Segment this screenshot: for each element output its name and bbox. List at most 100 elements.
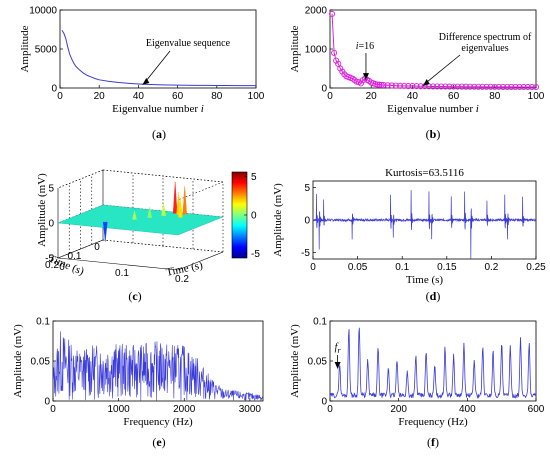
- series-line: [53, 331, 263, 401]
- series-marker: [528, 83, 535, 91]
- y-tick-label: 0.2: [45, 260, 59, 271]
- series-marker: [341, 71, 348, 78]
- y-axis-label: Amplitude: [19, 25, 31, 72]
- x-tick-label: 0: [327, 404, 333, 415]
- series-marker: [491, 83, 498, 90]
- panel-label-letter: d: [430, 289, 437, 303]
- surface-spike: [182, 186, 187, 215]
- surface-spike: [103, 221, 108, 242]
- series-line: [330, 327, 536, 400]
- colorbar-tick-label: -5: [251, 249, 260, 260]
- annotation-text: fr: [335, 342, 342, 355]
- x-tick-label: 100: [248, 91, 265, 102]
- grid-line: [57, 169, 104, 189]
- series-marker: [329, 10, 336, 17]
- panel-label-letter: b: [430, 127, 437, 141]
- series-marker: [378, 81, 385, 88]
- series-marker: [359, 77, 367, 84]
- x-tick-label: 20: [94, 91, 106, 102]
- series-marker: [384, 82, 391, 89]
- series-marker: [532, 83, 540, 91]
- surface-spike: [147, 207, 152, 218]
- panel-label: (c): [128, 289, 141, 303]
- z-axis-label: Amplitude (mV): [36, 173, 48, 247]
- panel-label-close: ): [162, 435, 166, 449]
- series-marker: [376, 81, 383, 88]
- x-tick-label: 2000: [173, 404, 196, 415]
- series-marker: [462, 83, 470, 90]
- y-tick-label: 0.1: [36, 317, 50, 328]
- x-tick-label: 0.2: [175, 274, 189, 285]
- panel-e: 0 1000 2000 3000 0 0.05 0.1 Frequency (Hz) Ampli…: [12, 317, 264, 449]
- y-axis-label: Amplitude (mV): [12, 324, 24, 398]
- series-marker: [499, 83, 507, 90]
- series-marker: [512, 83, 519, 90]
- series-marker: [374, 81, 381, 88]
- panel-label: (b): [426, 127, 441, 141]
- y-tick-label: 0: [51, 84, 57, 95]
- axis-line: [177, 251, 224, 271]
- grid-line: [102, 169, 224, 183]
- panel-label-open: (: [128, 289, 132, 303]
- annotation-arrowhead: [334, 362, 341, 369]
- series-marker: [475, 83, 482, 90]
- panel-label-letter: c: [132, 289, 138, 303]
- annotation-arrow: [425, 54, 461, 84]
- y-tick-label: 0.05: [31, 357, 51, 368]
- annotation-text: Difference spectrum of: [439, 32, 532, 43]
- panel-label-close: ): [435, 435, 439, 449]
- panel-label-open: (: [152, 435, 156, 449]
- series-marker: [524, 83, 531, 91]
- x-tick-label: 200: [390, 404, 407, 415]
- x-tick-label: 0.1: [115, 268, 129, 279]
- panel-label-close: ): [162, 127, 166, 141]
- series-marker: [337, 65, 344, 72]
- annotation-arrow: [145, 50, 171, 83]
- x-tick-label: 0: [327, 91, 333, 102]
- z-tick-label: 0: [48, 219, 54, 230]
- series-marker: [483, 83, 490, 90]
- panel-label-open: (: [152, 127, 156, 141]
- x-tick-label: 0: [59, 262, 65, 273]
- x-tick-label: 0: [57, 91, 63, 102]
- x-axis-label-italic: i: [201, 103, 204, 115]
- x-tick-label: 0.2: [484, 262, 498, 273]
- chart-title: Kurtosis=63.5116: [385, 167, 464, 179]
- y-tick-label: 5: [304, 183, 310, 194]
- panel-label-open: (: [427, 435, 431, 449]
- series-marker: [504, 83, 511, 90]
- axis-line: [57, 257, 179, 271]
- surface-spike: [132, 210, 137, 220]
- y-axis-label: Amplitude (mV): [289, 324, 301, 398]
- series-marker: [520, 83, 527, 91]
- panel-label-close: ): [138, 289, 142, 303]
- series-marker: [396, 82, 404, 89]
- series-marker: [487, 83, 494, 90]
- series-marker: [333, 57, 340, 64]
- x-tick-label: 60: [172, 91, 184, 102]
- series-marker: [446, 83, 453, 90]
- x-axis-label: Frequency (Hz): [398, 416, 468, 428]
- panel-label: (e): [152, 435, 165, 449]
- panel-label: (f): [427, 435, 439, 449]
- grid-line: [177, 181, 224, 201]
- panel-label-open: (: [426, 289, 430, 303]
- x-tick-label: 40: [133, 91, 145, 102]
- colorbar-tick-label: 0: [251, 211, 257, 222]
- y-axis-label: Amplitude: [289, 25, 301, 72]
- x-axis-label: Time (s): [406, 274, 444, 286]
- x-axis-label: Frequency (Hz): [123, 416, 193, 428]
- series-marker: [401, 82, 408, 89]
- x-tick-label: 1000: [108, 404, 131, 415]
- grid-line: [102, 239, 224, 253]
- x-tick-label: 100: [528, 91, 545, 102]
- annotation-text: i=16: [356, 41, 374, 52]
- y-tick-label: 5000: [35, 45, 58, 56]
- x-tick-label: 80: [211, 91, 223, 102]
- annotation-text: eigenvalues: [461, 43, 508, 54]
- panel-a: 0 20 40 60 80 100 0 5000 10000 Eigenvalue number …: [19, 6, 265, 142]
- series-marker: [434, 83, 441, 90]
- series-marker: [417, 83, 424, 90]
- annotation-arrowhead: [142, 77, 150, 85]
